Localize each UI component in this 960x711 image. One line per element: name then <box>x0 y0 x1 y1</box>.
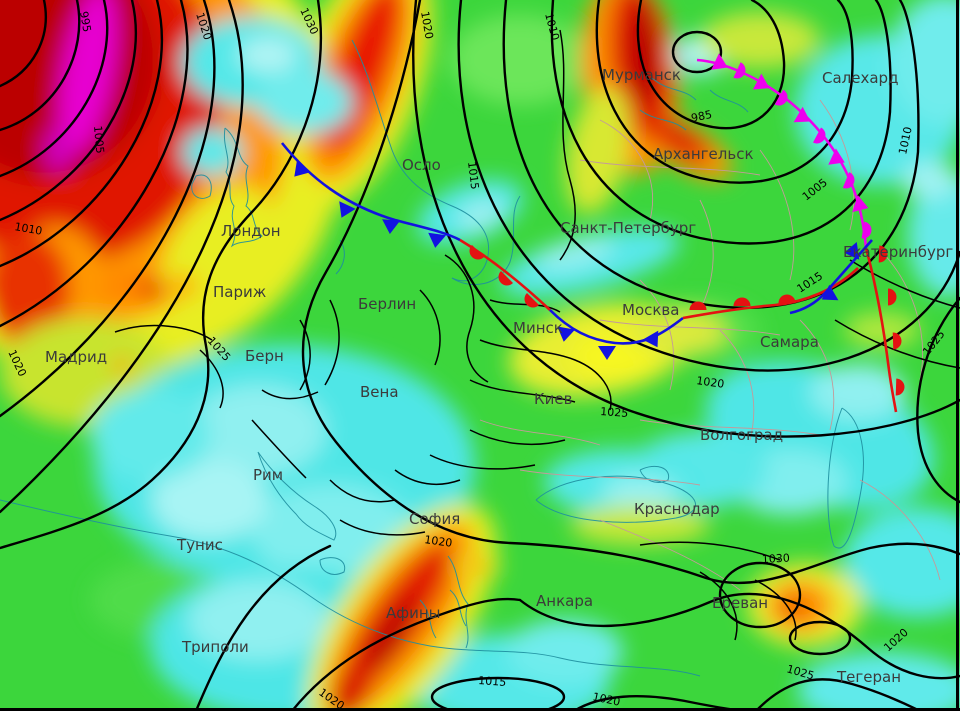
occluded-front-triangle-icon <box>828 148 845 165</box>
isobar-value-label: 1020 <box>316 686 346 711</box>
city-label: Ереван <box>712 594 769 612</box>
isobar-value-label: 1010 <box>542 11 562 41</box>
isobar-value-label: 1015 <box>795 269 826 295</box>
warm-front-semicircle-icon <box>733 297 751 306</box>
isobar-value-label: 1005 <box>800 176 830 203</box>
warm-front-semicircle-icon <box>892 332 902 350</box>
city-label: Берн <box>245 347 284 365</box>
city-label: Рим <box>253 466 284 484</box>
warm-front-semicircle-icon <box>778 294 796 305</box>
cold-front-triangle-icon <box>557 326 576 342</box>
city-label: Салехард <box>822 69 899 87</box>
occluded-front-triangle-icon <box>752 73 770 90</box>
warm-front-semicircle-icon <box>689 301 707 310</box>
city-label: Санкт-Петербург <box>560 219 697 237</box>
occluded-front-semicircle-icon <box>842 172 855 189</box>
occluded-front-semicircle-icon <box>733 62 746 79</box>
city-label: Краснодар <box>634 500 720 518</box>
isobar-value-label: 1020 <box>881 626 911 654</box>
city-label: Киев <box>534 390 573 408</box>
isobar-value-label: 1020 <box>5 348 29 379</box>
isobar-value-label: 1010 <box>896 126 915 156</box>
cold-front-triangle-icon <box>382 219 401 234</box>
city-label: Осло <box>402 156 441 174</box>
warm-front-semicircle-icon <box>888 288 897 306</box>
city-label: Анкара <box>536 592 594 610</box>
fronts-layer <box>280 53 905 413</box>
cold-front-minsk-moscow-line <box>549 309 684 345</box>
city-label: Екатеринбург <box>843 243 954 261</box>
warm-front-semicircle-icon <box>524 292 540 308</box>
cold-front-triangle-icon <box>821 284 839 301</box>
isobar-value-label: 1030 <box>297 6 321 37</box>
occluded-front-semicircle-icon <box>861 221 872 239</box>
city-label: Лондон <box>221 222 281 240</box>
isobar-value-label: 1005 <box>91 125 106 154</box>
warm-front-baltic-minsk-line <box>459 238 551 311</box>
isobar-value-label: 1015 <box>478 674 507 689</box>
occluded-front-semicircle-icon <box>774 89 788 106</box>
isobar-value-label: 1025 <box>785 662 815 682</box>
city-label: Самара <box>760 333 819 351</box>
warm-front-semicircle-icon <box>895 378 905 396</box>
city-label: София <box>409 510 461 528</box>
city-label: Мурманск <box>602 66 681 84</box>
city-label: Волгоград <box>700 426 784 444</box>
cold-front-triangle-icon <box>844 241 860 260</box>
city-label: Мадрид <box>45 348 108 366</box>
warm-front-moscow-east-line <box>682 267 859 320</box>
isobar-value-label: 1025 <box>600 405 629 420</box>
city-label: Архангельск <box>653 145 754 163</box>
warm-front-semicircle-icon <box>469 244 485 260</box>
city-label: Берлин <box>358 295 417 313</box>
isobar-value-label: 985 <box>690 108 713 125</box>
city-label: Тегеран <box>837 668 902 686</box>
isobar-value-label: 1020 <box>193 11 214 42</box>
city-label: Тунис <box>177 536 223 554</box>
isobar-value-label: 1010 <box>13 220 43 238</box>
cold-front-triangle-icon <box>428 232 447 248</box>
city-label: Минск <box>513 319 563 337</box>
isobar-value-label: 1020 <box>418 10 436 40</box>
city-label: Париж <box>213 283 267 301</box>
city-label: Москва <box>622 301 680 319</box>
occluded-front-triangle-icon <box>852 195 869 213</box>
cold-front-triangle-icon <box>339 201 356 218</box>
cold-front-triangle-icon <box>294 160 311 177</box>
isobar-labels: 995 1005 1010 1020 1030 1020 1025 1020 1010 985 10… <box>5 6 947 711</box>
isobar-value-label: 1020 <box>424 533 454 550</box>
isobar-value-label: 1015 <box>465 161 481 190</box>
isobar-value-label: 1030 <box>761 552 790 566</box>
isobar-value-label: 1020 <box>591 690 621 709</box>
city-label: Триполи <box>182 638 249 656</box>
cold-front-triangle-icon <box>642 330 659 348</box>
warm-front-semicircle-icon <box>878 245 888 263</box>
warm-front-semicircle-icon <box>498 270 514 286</box>
cold-front-triangle-icon <box>598 346 616 360</box>
city-label: Афины <box>386 604 441 622</box>
city-label: Вена <box>360 383 399 401</box>
occluded-front-triangle-icon <box>711 53 728 70</box>
occluded-front-triangle-icon <box>793 106 811 123</box>
isobar-value-label: 995 <box>77 10 93 33</box>
warm-front-ural-south-line <box>864 247 898 413</box>
occluded-front-semicircle-icon <box>813 127 826 144</box>
isobar-value-label: 1020 <box>696 374 726 391</box>
isobar-value-label: 1025 <box>920 328 947 358</box>
